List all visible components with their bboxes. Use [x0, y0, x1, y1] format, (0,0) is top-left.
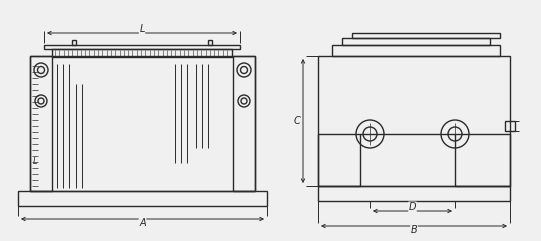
Text: B: B [411, 225, 417, 235]
Bar [455, 134, 510, 186]
Bar [233, 56, 255, 191]
Bar [342, 38, 490, 45]
Text: D: D [409, 202, 416, 212]
Bar [505, 121, 515, 131]
Bar [30, 56, 52, 191]
Bar [30, 56, 255, 191]
Text: A: A [139, 218, 146, 228]
Bar [318, 56, 510, 186]
Bar [18, 191, 267, 206]
Bar [72, 40, 76, 45]
Bar [318, 134, 360, 186]
Bar [52, 49, 232, 57]
Bar [208, 40, 212, 45]
Bar [44, 45, 240, 49]
Bar [332, 45, 500, 56]
Text: L: L [140, 24, 144, 34]
Text: L: L [32, 156, 37, 166]
Bar [318, 186, 510, 201]
Text: C: C [294, 116, 300, 126]
Bar [352, 33, 500, 38]
